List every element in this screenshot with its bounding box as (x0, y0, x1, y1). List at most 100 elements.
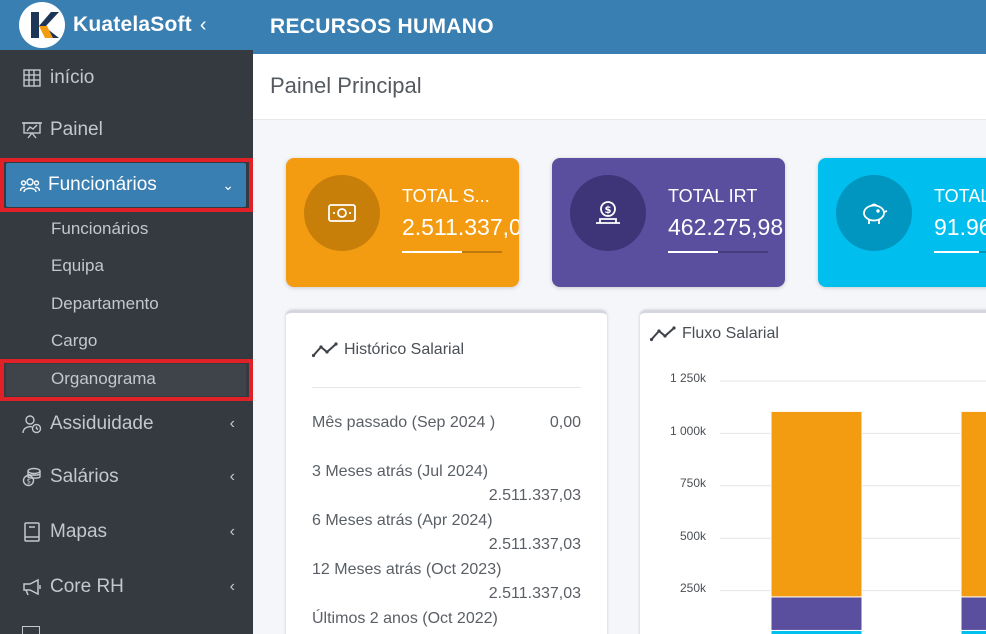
info-box-total-salarios: TOTAL S... 2.511.337,03 (286, 158, 519, 287)
history-row: Últimos 2 anos (Oct 2022) (312, 610, 581, 628)
divider (312, 387, 581, 388)
submenu-label: Equipa (51, 255, 104, 275)
sidebar-item-label: Core RH (50, 576, 124, 597)
sidebar-item-assiduidade[interactable]: Assiduidade ‹ (0, 398, 253, 450)
info-box-value: 91.96 (934, 214, 986, 240)
y-tick-label: 1 000k (669, 424, 706, 438)
megaphone-icon (22, 577, 42, 597)
submenu-item-funcionarios[interactable]: Funcionários (0, 210, 253, 247)
info-box-value: 2.511.337,03 (402, 214, 519, 240)
highlight-frame (0, 158, 253, 212)
content-header: Painel Principal (253, 54, 986, 120)
bar-segment[interactable] (770, 410, 863, 598)
info-box-label: TOTAL S... (402, 186, 490, 206)
y-tick-label: 750k (679, 476, 706, 490)
chevron-left-icon: ‹ (229, 415, 235, 432)
submenu-item-equipa[interactable]: Equipa (0, 247, 253, 284)
chevron-down-icon: ⌄ (222, 176, 234, 193)
submenu-label: Cargo (51, 330, 98, 350)
users-icon (20, 175, 40, 195)
hand-coin-icon: $ (570, 175, 646, 251)
history-value: 2.511.337,03 (488, 536, 581, 553)
chevron-left-icon: ‹ (229, 523, 235, 540)
info-box-label: TOTAL (934, 186, 986, 206)
line-chart-icon (312, 342, 338, 358)
page-title: Painel Principal (270, 73, 422, 98)
user-clock-icon (22, 414, 42, 434)
info-box-label: TOTAL IRT (668, 186, 758, 206)
history-value: 0,00 (549, 414, 581, 431)
card-title: Histórico Salarial (344, 341, 465, 358)
presentation-board-icon (22, 120, 42, 140)
brand-name: KuatelaSoft (73, 13, 192, 36)
progress-fill (934, 251, 979, 253)
sidebar-item-core-rh[interactable]: Core RH ‹ (0, 561, 253, 613)
history-row: 12 Meses atrás (Oct 2023) 2.511.337,03 (312, 561, 581, 603)
sidebar-item-inicio[interactable]: início (0, 52, 253, 104)
submenu-label: Organograma (51, 368, 156, 388)
history-row: 6 Meses atrás (Apr 2024) 2.511.337,03 (312, 512, 581, 554)
sidebar-item-salarios[interactable]: $ Salários ‹ (0, 451, 253, 503)
y-tick-label: 1 250k (669, 371, 706, 385)
progress-fill (402, 251, 462, 253)
card-title: Fluxo Salarial (682, 325, 779, 342)
sidebar-item-funcionarios[interactable]: Funcionários ⌄ (6, 163, 246, 207)
info-box-value: 462.275,98 (668, 214, 784, 240)
svg-text:$: $ (605, 205, 612, 216)
progress-fill (668, 251, 718, 253)
sidebar: KuatelaSoft ‹ início Painel Funcionários… (0, 0, 253, 634)
kuatelasoft-logo-icon (31, 12, 59, 38)
chevron-left-icon: ‹ (229, 468, 235, 485)
progress-track (668, 251, 768, 253)
dashboard-grid-icon (22, 68, 42, 88)
info-box-total: TOTAL 91.96 (818, 158, 986, 287)
history-label: 12 Meses atrás (Oct 2023) (312, 561, 502, 578)
piggy-bank-icon (836, 175, 912, 251)
history-value: 2.511.337,03 (488, 585, 581, 602)
sidebar-item-label: Assiduidade (50, 413, 154, 434)
bar-segment[interactable] (960, 596, 986, 631)
chevron-left-icon: ‹ (229, 578, 235, 595)
calendar-icon[interactable] (22, 626, 40, 634)
sidebar-item-label: Mapas (50, 521, 108, 542)
chevron-left-icon[interactable]: ‹ (199, 13, 207, 36)
bar-segment[interactable] (960, 410, 986, 598)
brand-bar: KuatelaSoft ‹ (0, 0, 253, 50)
card-header: Histórico Salarial (312, 341, 464, 359)
sidebar-item-label: Painel (50, 119, 103, 140)
card-fluxo-salarial: Fluxo Salarial 1 250k 1 000k 750k 500k 2… (640, 310, 986, 634)
line-chart-icon (650, 326, 676, 342)
sidebar-item-label: Funcionários (48, 174, 157, 195)
progress-track (402, 251, 502, 253)
svg-text:$: $ (27, 478, 31, 486)
history-value: 2.511.337,03 (488, 487, 581, 504)
submenu-label: Funcionários (51, 218, 149, 238)
submenu-item-cargo[interactable]: Cargo (0, 322, 253, 359)
history-row: Mês passado (Sep 2024 ) 0,00 (312, 414, 581, 432)
submenu-item-departamento[interactable]: Departamento (0, 285, 253, 322)
history-label: 3 Meses atrás (Jul 2024) (312, 463, 489, 480)
y-tick-label: 250k (679, 581, 706, 595)
submenu-item-organograma[interactable]: Organograma (0, 360, 253, 397)
highlight-frame (0, 359, 253, 401)
card-historico-salarial: Histórico Salarial Mês passado (Sep 2024… (286, 310, 607, 634)
progress-track (934, 251, 986, 253)
sidebar-item-painel[interactable]: Painel (0, 104, 253, 156)
submenu-active-bg (6, 364, 246, 396)
history-row: 3 Meses atrás (Jul 2024) 2.511.337,03 (312, 463, 581, 505)
info-box-total-irt: $ TOTAL IRT 462.275,98 (552, 158, 785, 287)
bar-segment[interactable] (770, 596, 863, 631)
money-bill-icon (304, 175, 380, 251)
sidebar-item-label: início (50, 67, 95, 88)
top-navbar: RECURSOS HUMANO (253, 0, 986, 54)
submenu-label: Departamento (51, 293, 159, 313)
bar-segment[interactable] (960, 629, 986, 634)
sidebar-item-mapas[interactable]: Mapas ‹ (0, 506, 253, 558)
y-tick-label: 500k (679, 529, 706, 543)
module-title: RECURSOS HUMANO (270, 15, 494, 38)
history-label: 6 Meses atrás (Apr 2024) (312, 512, 493, 529)
bar-segment[interactable] (770, 629, 863, 634)
card-header: Fluxo Salarial (650, 325, 779, 343)
book-icon (22, 522, 42, 542)
brand-logo[interactable] (19, 2, 65, 48)
